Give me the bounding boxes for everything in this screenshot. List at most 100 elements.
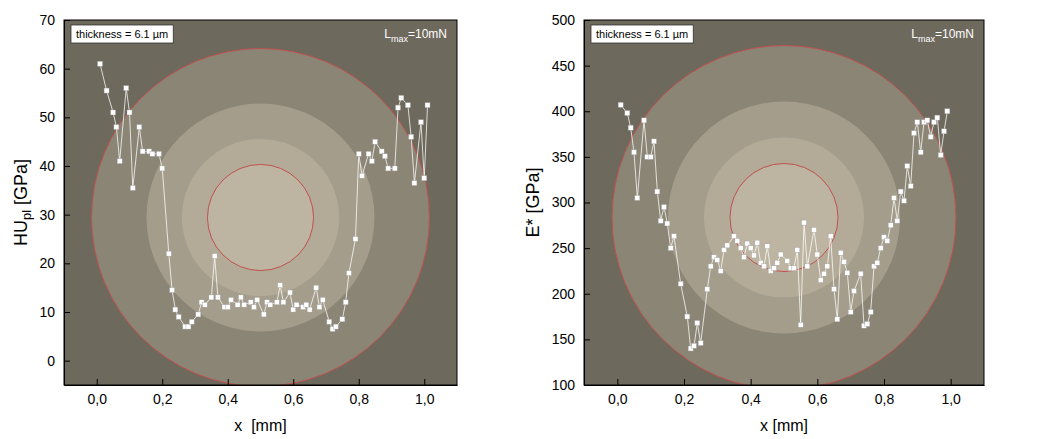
marker [373, 139, 378, 144]
marker [98, 61, 103, 66]
annotation: Lmax=10mN [384, 27, 447, 44]
marker [805, 264, 810, 269]
marker [885, 238, 890, 243]
marker [392, 166, 397, 171]
marker [905, 164, 910, 169]
x-axis-line [585, 385, 985, 386]
marker [343, 300, 348, 305]
x-tick: 0,4 [219, 379, 239, 407]
figure: 0,00,20,40,60,81,0010203040506070x [mm]H… [0, 0, 1064, 439]
marker [935, 115, 940, 120]
marker [261, 312, 266, 317]
x-tick-label: 0,2 [675, 391, 695, 407]
plot-frame [584, 20, 984, 385]
y-tick-label: 40 [39, 158, 55, 174]
marks [618, 102, 950, 351]
marker [366, 151, 371, 156]
y-tick-label: 300 [552, 194, 576, 210]
marker [865, 321, 870, 326]
marker [692, 343, 697, 348]
marker [822, 271, 827, 276]
y-tick-mark [64, 20, 70, 21]
marker [798, 322, 803, 327]
y-tick-label: 400 [552, 103, 576, 119]
x-axis: 0,00,20,40,60,81,0 [65, 379, 458, 407]
panel: 0,00,20,40,60,81,01001502002503003504004… [523, 12, 984, 434]
y-tick-mark [584, 294, 590, 295]
marker [278, 283, 283, 288]
marker [928, 134, 933, 139]
marker [708, 264, 713, 269]
x-tick-label: 0,0 [608, 391, 628, 407]
marker [715, 257, 720, 262]
marker [738, 246, 743, 251]
marker [938, 153, 943, 158]
marker [281, 300, 286, 305]
marker [117, 159, 122, 164]
annotation: thickness = 6.1 µm [76, 28, 168, 40]
marker [127, 110, 132, 115]
y-tick-label: 0 [47, 353, 55, 369]
marker [672, 234, 677, 239]
marker [778, 252, 783, 257]
marks [98, 61, 431, 331]
background [64, 20, 457, 385]
marker [268, 302, 273, 307]
x-tick-mark [617, 379, 618, 385]
marker [382, 154, 387, 159]
marker [202, 302, 207, 307]
marker [340, 317, 345, 322]
marker [255, 297, 260, 302]
y-tick-label: 100 [552, 377, 576, 393]
marker [425, 103, 430, 108]
y-tick-mark [584, 111, 590, 112]
marker [353, 237, 358, 242]
marker [356, 151, 361, 156]
y-tick-label: 450 [552, 58, 576, 74]
y-axis-line [64, 21, 65, 386]
marker [698, 341, 703, 346]
marker [307, 307, 312, 312]
marker [795, 247, 800, 252]
marker [725, 243, 730, 248]
y-tick: 150 [552, 331, 590, 347]
marker [189, 319, 194, 324]
y-tick-mark [64, 263, 70, 264]
marker [235, 302, 240, 307]
x-tick-mark [751, 379, 752, 385]
marker [852, 289, 857, 294]
marker [915, 120, 920, 125]
marker [662, 205, 667, 210]
marker [291, 307, 296, 312]
x-tick: 0,8 [875, 379, 895, 407]
marker [818, 278, 823, 283]
x-tick-mark [359, 379, 360, 385]
text-subscript: max [391, 34, 409, 44]
marker [186, 324, 191, 329]
y-tick: 100 [552, 377, 590, 393]
y-tick-label: 10 [39, 304, 55, 320]
marker [320, 297, 325, 302]
x-tick-mark [97, 379, 98, 385]
series-line [100, 64, 428, 329]
y-tick-mark [64, 166, 70, 167]
marker [137, 125, 142, 130]
y-tick: 40 [39, 158, 70, 174]
x-tick-label: 0,0 [88, 391, 108, 407]
y-tick: 70 [39, 12, 70, 28]
marker [124, 86, 129, 91]
marker [111, 110, 116, 115]
x-tick-label: 1,0 [941, 391, 961, 407]
marker [212, 254, 217, 259]
marker [722, 247, 727, 252]
x-tick-label: 0,8 [350, 391, 370, 407]
x-tick-label: 0,2 [153, 391, 173, 407]
marker [718, 268, 723, 273]
marker [668, 246, 673, 251]
marker [932, 120, 937, 125]
y-tick: 10 [39, 304, 70, 320]
marker [898, 189, 903, 194]
marker [399, 95, 404, 100]
y-tick-label: 200 [552, 286, 576, 302]
marker [648, 154, 653, 159]
